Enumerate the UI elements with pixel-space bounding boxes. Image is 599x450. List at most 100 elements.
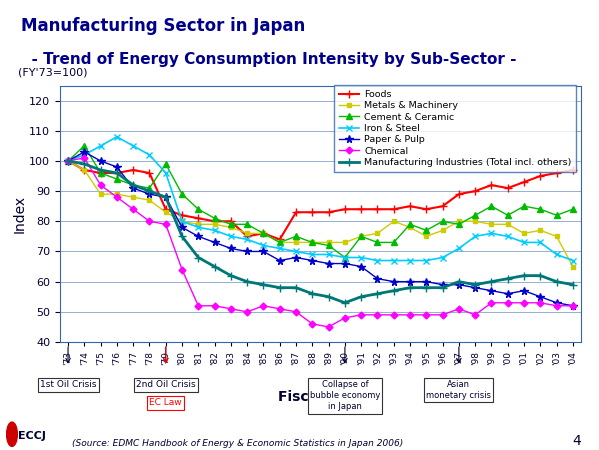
- Chemical: [569, 303, 576, 309]
- Metals & Machinery: [471, 219, 479, 224]
- Manufacturing Industries (Total incl. others): [455, 279, 462, 284]
- Paper & Pulp: [358, 264, 365, 269]
- Paper & Pulp: [162, 194, 170, 200]
- Cement & Ceramic: [97, 170, 104, 176]
- Iron & Steel: [260, 243, 267, 248]
- Metals & Machinery: [308, 240, 316, 245]
- Paper & Pulp: [488, 288, 495, 293]
- Iron & Steel: [521, 240, 528, 245]
- Manufacturing Industries (Total incl. others): [292, 285, 300, 290]
- Paper & Pulp: [65, 158, 72, 164]
- Paper & Pulp: [211, 240, 218, 245]
- Chemical: [81, 155, 88, 161]
- Metals & Machinery: [211, 221, 218, 227]
- Paper & Pulp: [471, 285, 479, 290]
- Manufacturing Industries (Total incl. others): [537, 273, 544, 278]
- Manufacturing Industries (Total incl. others): [129, 182, 137, 188]
- Paper & Pulp: [423, 279, 430, 284]
- Text: - Trend of Energy Consumption Intensity by Sub-Sector -: - Trend of Energy Consumption Intensity …: [20, 52, 516, 67]
- Cement & Ceramic: [276, 240, 283, 245]
- Manufacturing Industries (Total incl. others): [553, 279, 560, 284]
- Text: 1st Oil Crisis: 1st Oil Crisis: [40, 380, 96, 389]
- Chemical: [97, 182, 104, 188]
- Iron & Steel: [488, 231, 495, 236]
- Text: 2nd Oil Crisis: 2nd Oil Crisis: [136, 380, 195, 389]
- Metals & Machinery: [521, 231, 528, 236]
- Paper & Pulp: [308, 258, 316, 263]
- Paper & Pulp: [455, 282, 462, 288]
- Foods: [162, 207, 170, 212]
- Metals & Machinery: [276, 240, 283, 245]
- Y-axis label: Index: Index: [12, 195, 26, 233]
- Cement & Ceramic: [374, 240, 381, 245]
- Iron & Steel: [179, 219, 186, 224]
- Iron & Steel: [374, 258, 381, 263]
- Cement & Ceramic: [113, 176, 120, 182]
- Chemical: [390, 312, 397, 318]
- Manufacturing Industries (Total incl. others): [439, 285, 446, 290]
- Foods: [325, 210, 332, 215]
- Cement & Ceramic: [308, 240, 316, 245]
- Cement & Ceramic: [504, 212, 512, 218]
- Iron & Steel: [292, 249, 300, 254]
- Paper & Pulp: [195, 234, 202, 239]
- Chemical: [65, 158, 72, 164]
- Metals & Machinery: [569, 264, 576, 269]
- Line: Cement & Ceramic: Cement & Ceramic: [65, 143, 576, 261]
- Text: EC Law: EC Law: [149, 398, 182, 407]
- Cement & Ceramic: [390, 240, 397, 245]
- Foods: [227, 219, 234, 224]
- Chemical: [341, 315, 349, 320]
- Manufacturing Industries (Total incl. others): [390, 288, 397, 293]
- Foods: [113, 170, 120, 176]
- Chemical: [308, 321, 316, 327]
- Metals & Machinery: [423, 234, 430, 239]
- Cement & Ceramic: [569, 207, 576, 212]
- Chemical: [129, 207, 137, 212]
- Foods: [244, 234, 251, 239]
- Paper & Pulp: [374, 276, 381, 281]
- Cement & Ceramic: [227, 221, 234, 227]
- Iron & Steel: [325, 252, 332, 257]
- Paper & Pulp: [292, 255, 300, 260]
- Metals & Machinery: [374, 231, 381, 236]
- Cement & Ceramic: [179, 191, 186, 197]
- Text: (Source: EDMC Handbook of Energy & Economic Statistics in Japan 2006): (Source: EDMC Handbook of Energy & Econo…: [72, 439, 403, 448]
- Chemical: [521, 300, 528, 306]
- Line: Iron & Steel: Iron & Steel: [65, 133, 576, 264]
- Iron & Steel: [504, 234, 512, 239]
- Metals & Machinery: [488, 221, 495, 227]
- Text: ECCJ: ECCJ: [18, 431, 46, 441]
- Cement & Ceramic: [292, 234, 300, 239]
- Foods: [211, 219, 218, 224]
- Metals & Machinery: [129, 194, 137, 200]
- Iron & Steel: [569, 258, 576, 263]
- Line: Chemical: Chemical: [66, 156, 575, 329]
- Line: Manufacturing Industries (Total incl. others): Manufacturing Industries (Total incl. ot…: [64, 157, 577, 307]
- Manufacturing Industries (Total incl. others): [81, 161, 88, 166]
- Metals & Machinery: [97, 191, 104, 197]
- Manufacturing Industries (Total incl. others): [97, 167, 104, 173]
- Chemical: [260, 303, 267, 309]
- Foods: [146, 170, 153, 176]
- Foods: [488, 182, 495, 188]
- Iron & Steel: [162, 170, 170, 176]
- Legend: Foods, Metals & Machinery, Cement & Ceramic, Iron & Steel, Paper & Pulp, Chemica: Foods, Metals & Machinery, Cement & Cera…: [334, 85, 576, 172]
- Metals & Machinery: [162, 210, 170, 215]
- Foods: [179, 212, 186, 218]
- Paper & Pulp: [553, 300, 560, 306]
- Foods: [65, 158, 72, 164]
- Foods: [308, 210, 316, 215]
- Foods: [97, 170, 104, 176]
- Metals & Machinery: [390, 219, 397, 224]
- Foods: [537, 173, 544, 179]
- Cement & Ceramic: [537, 207, 544, 212]
- Iron & Steel: [65, 158, 72, 164]
- Chemical: [292, 309, 300, 315]
- Foods: [390, 207, 397, 212]
- Metals & Machinery: [227, 225, 234, 230]
- Paper & Pulp: [390, 279, 397, 284]
- Chemical: [488, 300, 495, 306]
- Cement & Ceramic: [455, 221, 462, 227]
- Iron & Steel: [129, 143, 137, 148]
